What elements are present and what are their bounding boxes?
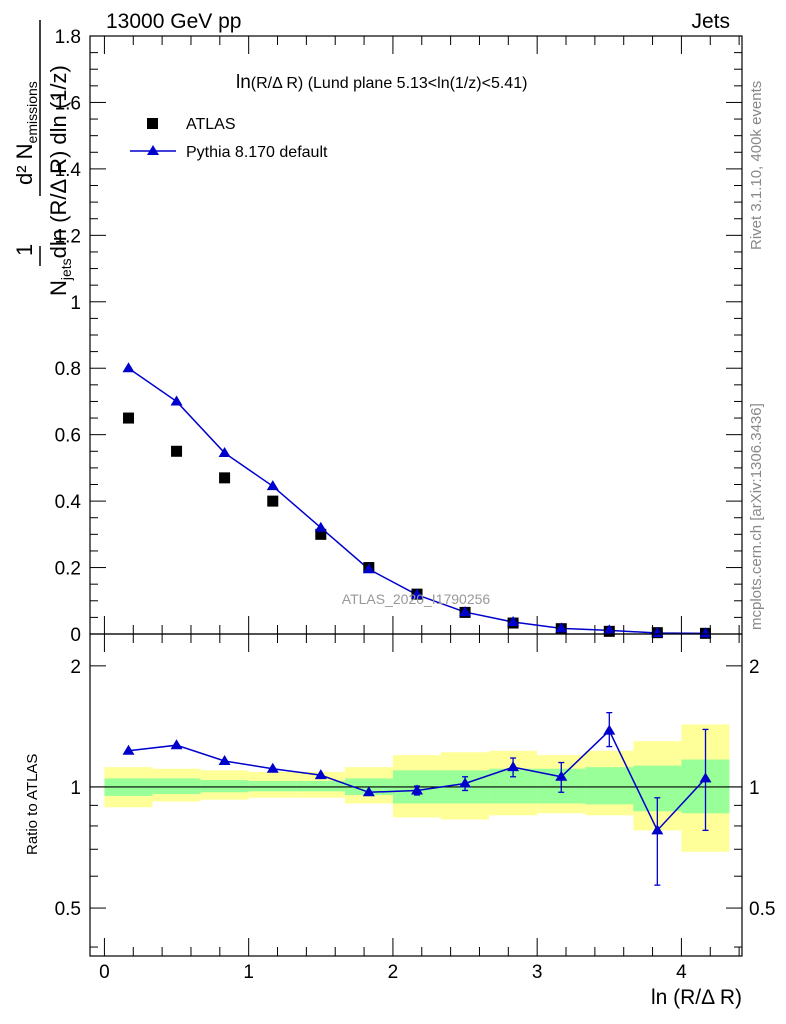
pythia-point-ratio xyxy=(699,772,712,783)
pythia-point-main xyxy=(314,521,327,532)
header-right: Jets xyxy=(691,10,730,33)
x-tick-label: 2 xyxy=(388,962,399,983)
ratio-y-axis-label: Ratio to ATLAS xyxy=(24,754,41,855)
pythia-point-main xyxy=(507,616,520,627)
pythia-point-main xyxy=(603,624,616,635)
plot-title: ln(R/Δ R) (Lund plane 5.13<ln(1/z)<5.41) xyxy=(236,72,527,93)
pythia-point-main xyxy=(122,362,135,373)
ratio-y-tick-label-left: 0.5 xyxy=(55,899,81,920)
pythia-markers-main xyxy=(122,362,712,638)
pythia-point-ratio xyxy=(459,777,472,788)
main-y-axis-label: 1 d² Nemissions Njetsdln (R/Δ R) dln (1/… xyxy=(12,20,74,296)
legend: ATLAS Pythia 8.170 default xyxy=(130,116,328,161)
ratio-band-inner xyxy=(200,780,249,793)
pythia-point-main xyxy=(170,395,183,406)
pythia-point-main xyxy=(699,627,712,638)
main-y-tick-label: 1.4 xyxy=(55,160,82,181)
ylabel-denominator: Njetsdln (R/Δ R) dln (1/z) xyxy=(46,65,74,296)
analysis-watermark: ATLAS_2020_I1790256 xyxy=(342,591,491,607)
pythia-point-main xyxy=(555,622,568,633)
atlas-point xyxy=(171,445,183,457)
rivet-label: Rivet 3.1.10, 400k events xyxy=(748,81,765,250)
x-tick-labels: 0 1 2 3 4 xyxy=(99,962,687,983)
atlas-point xyxy=(267,495,279,507)
atlas-point xyxy=(315,528,327,540)
pythia-point-main xyxy=(218,446,231,457)
main-y-tick-labels: 0 0.2 0.4 0.6 0.8 1 1.2 1.4 1.6 1.8 xyxy=(55,27,82,646)
ratio-band-inner xyxy=(585,767,634,805)
pythia-point-main xyxy=(266,480,279,491)
pythia-point-main xyxy=(362,563,375,574)
main-y-tick-label: 0.4 xyxy=(55,492,82,513)
ratio-band-inner xyxy=(152,778,201,795)
ratio-y-tick-labels: 0.5 0.5 1 1 2 2 xyxy=(55,657,776,920)
ylabel-numerator-one: 1 xyxy=(12,244,37,256)
pythia-point-ratio xyxy=(651,824,664,835)
main-y-tick-label: 0.8 xyxy=(55,359,81,380)
main-axis-ticks xyxy=(90,35,742,635)
pythia-point-main xyxy=(459,606,472,617)
pythia-point-ratio xyxy=(218,755,231,766)
x-tick-label: 0 xyxy=(99,962,110,983)
ratio-y-tick-label-left: 2 xyxy=(70,657,81,678)
ratio-plot-frame xyxy=(89,633,743,957)
ratio-y-tick-label-right: 1 xyxy=(749,778,760,799)
pythia-point-ratio xyxy=(170,739,183,750)
atlas-point xyxy=(123,412,135,424)
pythia-series-ratio xyxy=(122,712,712,886)
pythia-point-ratio xyxy=(314,769,327,780)
ratio-axis-ticks xyxy=(90,634,742,956)
pythia-point-ratio xyxy=(266,762,279,773)
legend-label-pythia: Pythia 8.170 default xyxy=(186,144,328,161)
main-y-tick-label: 1.2 xyxy=(55,226,81,247)
main-y-tick-label: 0.2 xyxy=(55,559,81,580)
main-y-tick-label: 0.6 xyxy=(55,426,81,447)
legend-marker-pythia xyxy=(147,145,159,155)
plot-title-body: (R/Δ R) (Lund plane 5.13<ln(1/z)<5.41) xyxy=(251,75,528,92)
pythia-point-ratio xyxy=(122,744,135,755)
ratio-y-tick-label-left: 1 xyxy=(70,778,81,799)
ratio-band-inner xyxy=(248,780,297,792)
main-y-tick-label: 0 xyxy=(70,625,81,646)
main-y-tick-label: 1.8 xyxy=(55,27,81,48)
x-tick-label: 1 xyxy=(243,962,254,983)
mcplots-label: mcplots.cern.ch [arXiv:1306.3436] xyxy=(748,403,765,630)
pythia-point-ratio xyxy=(507,761,520,772)
pythia-point-ratio xyxy=(603,724,616,735)
header-left: 13000 GeV pp xyxy=(106,10,241,33)
pythia-point-ratio xyxy=(362,786,375,797)
pythia-point-main xyxy=(411,588,424,599)
main-y-tick-label: 1.6 xyxy=(55,93,81,114)
x-axis-label: ln (R/Δ R) xyxy=(651,986,742,1009)
legend-label-atlas: ATLAS xyxy=(186,116,236,133)
main-y-tick-label: 1 xyxy=(70,293,81,314)
pythia-point-ratio xyxy=(555,770,568,781)
legend-marker-atlas xyxy=(147,118,158,129)
ratio-band-inner xyxy=(296,780,345,792)
pythia-point-ratio xyxy=(411,784,424,795)
x-tick-label: 3 xyxy=(532,962,543,983)
ratio-y-tick-label-right: 2 xyxy=(749,657,760,678)
ylabel-numerator-d2n: d² Nemissions xyxy=(12,81,40,185)
plot-title-prefix: ln xyxy=(236,72,251,93)
ratio-y-tick-label-right: 0.5 xyxy=(749,899,775,920)
x-tick-label: 4 xyxy=(676,962,687,983)
atlas-point xyxy=(219,472,231,484)
